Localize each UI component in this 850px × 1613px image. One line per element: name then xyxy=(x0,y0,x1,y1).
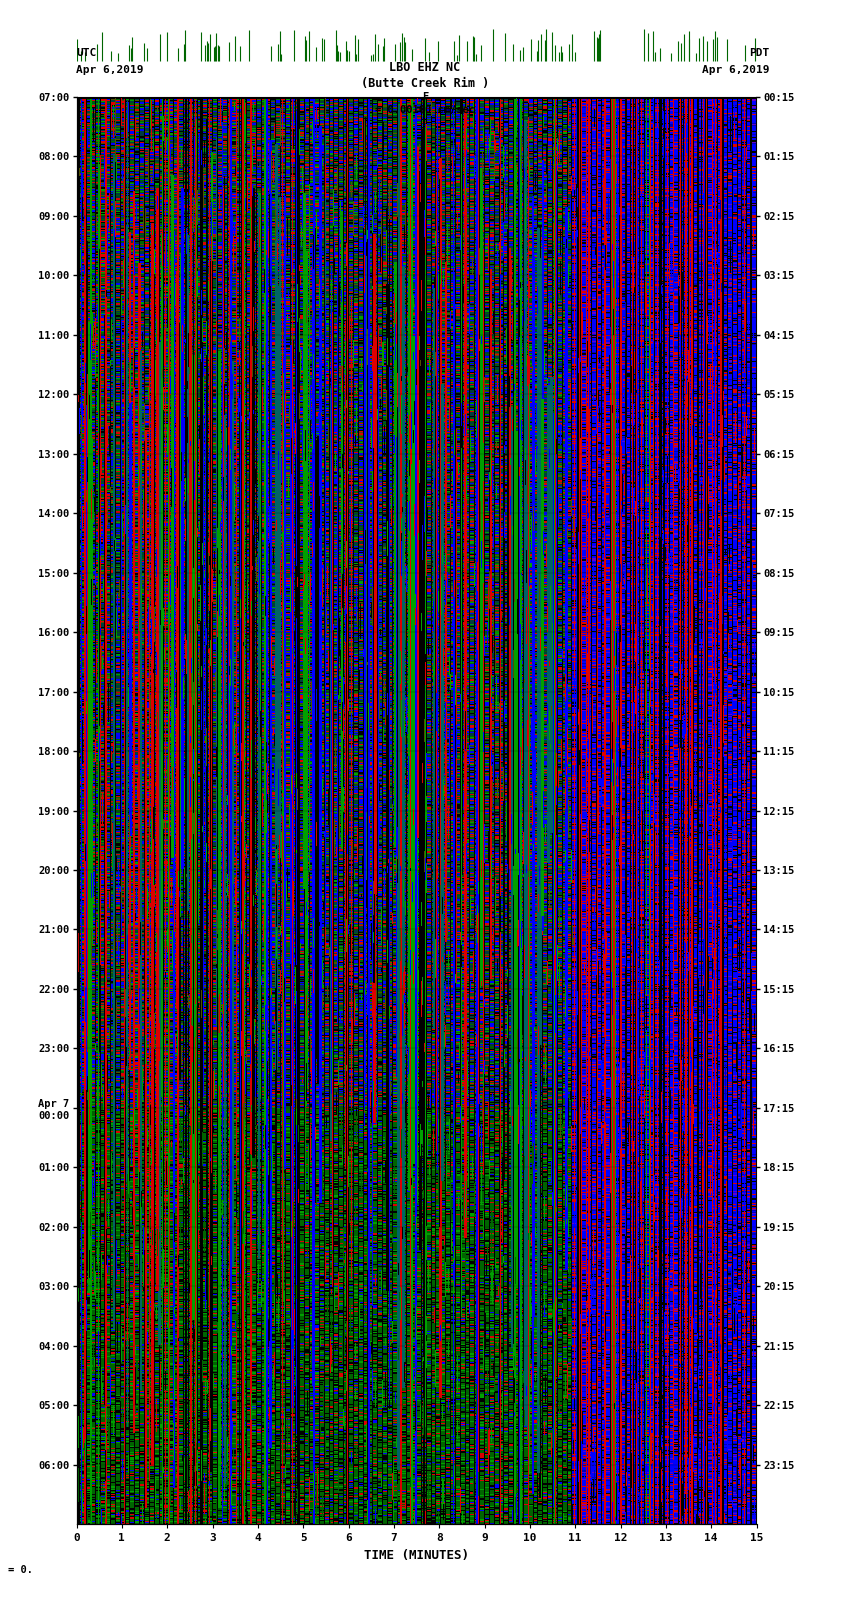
Text: Apr 6,2019: Apr 6,2019 xyxy=(76,65,144,74)
Text: PDT: PDT xyxy=(749,48,769,58)
Text: UTC: UTC xyxy=(76,48,97,58)
Text: LBO EHZ NC: LBO EHZ NC xyxy=(389,61,461,74)
Text: = 0.: = 0. xyxy=(8,1565,33,1574)
X-axis label: TIME (MINUTES): TIME (MINUTES) xyxy=(364,1548,469,1561)
Text: = 0.00100 cm/sec: = 0.00100 cm/sec xyxy=(375,105,475,115)
Text: (Butte Creek Rim ): (Butte Creek Rim ) xyxy=(361,77,489,90)
Text: F: F xyxy=(422,92,428,102)
Text: Apr 6,2019: Apr 6,2019 xyxy=(702,65,769,74)
